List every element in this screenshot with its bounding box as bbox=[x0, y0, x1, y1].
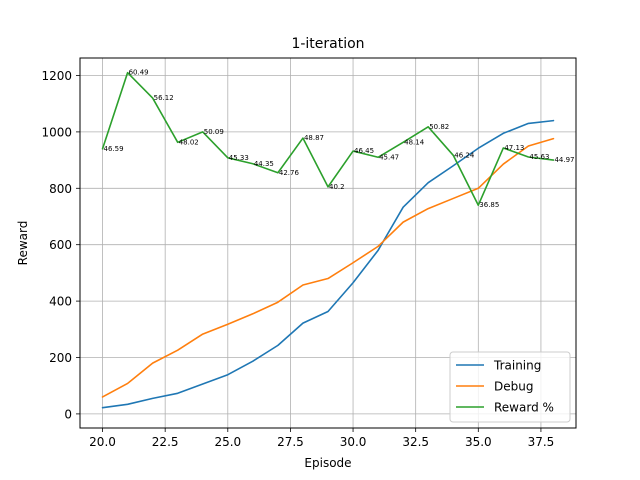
x-tick-label: 35.0 bbox=[465, 435, 492, 449]
point-label: 44.97 bbox=[554, 156, 574, 164]
plot-frame bbox=[79, 57, 577, 429]
point-label: 45.63 bbox=[529, 153, 549, 161]
point-label: 50.82 bbox=[429, 123, 449, 131]
point-label: 48.87 bbox=[304, 134, 324, 142]
point-label: 42.76 bbox=[279, 169, 300, 177]
x-tick-label: 22.5 bbox=[152, 435, 179, 449]
y-tick-label: 1000 bbox=[41, 125, 72, 139]
point-label: 48.14 bbox=[404, 138, 425, 146]
y-tick-label: 200 bbox=[49, 351, 72, 365]
point-labels: 46.59 60.49 56.12 48.02 50.09 45.33 44.35 42.76… bbox=[104, 69, 575, 210]
legend-box bbox=[449, 351, 571, 423]
y-tick-label: 600 bbox=[49, 238, 72, 252]
x-tick-label: 20.0 bbox=[89, 435, 116, 449]
point-label: 46.59 bbox=[104, 145, 124, 153]
point-label: 44.35 bbox=[254, 160, 274, 168]
point-label: 46.45 bbox=[354, 147, 374, 155]
x-axis-label: Episode bbox=[304, 456, 351, 470]
y-tick-label: 800 bbox=[49, 182, 72, 196]
x-axis-ticks: 20.0 22.5 25.0 27.5 30.0 32.5 35.0 37.5 bbox=[89, 428, 554, 449]
legend-label-debug: Debug bbox=[494, 380, 533, 394]
series-line-reward-pct bbox=[101, 71, 555, 207]
legend-label-training: Training bbox=[493, 359, 541, 373]
point-label: 50.09 bbox=[204, 128, 224, 136]
point-label: 46.24 bbox=[454, 151, 475, 159]
x-tick-label: 27.5 bbox=[277, 435, 304, 449]
series-line-training bbox=[101, 119, 555, 409]
y-tick-label: 1200 bbox=[41, 69, 72, 83]
point-label: 48.02 bbox=[179, 138, 199, 146]
legend-label-reward-pct: Reward % bbox=[494, 401, 554, 415]
x-tick-label: 37.5 bbox=[528, 435, 555, 449]
y-tick-label: 0 bbox=[64, 407, 72, 421]
point-label: 47.13 bbox=[504, 144, 524, 152]
series-line-debug bbox=[101, 137, 555, 398]
series-lines bbox=[101, 71, 555, 409]
y-axis-ticks: 0 200 400 600 800 1000 1200 bbox=[41, 69, 80, 421]
x-tick-label: 25.0 bbox=[214, 435, 241, 449]
point-label: 60.49 bbox=[129, 69, 149, 77]
point-label: 36.85 bbox=[479, 201, 499, 209]
y-axis-label: Reward bbox=[16, 221, 30, 266]
legend: Training Debug Reward % bbox=[449, 351, 571, 423]
x-tick-label: 30.0 bbox=[340, 435, 367, 449]
point-label: 45.33 bbox=[229, 154, 249, 162]
x-tick-label: 32.5 bbox=[402, 435, 429, 449]
point-label: 45.47 bbox=[379, 153, 399, 161]
y-tick-label: 400 bbox=[49, 295, 72, 309]
point-label: 56.12 bbox=[154, 94, 174, 102]
point-label: 40.2 bbox=[329, 183, 345, 191]
chart-title: 1-iteration bbox=[291, 36, 364, 52]
